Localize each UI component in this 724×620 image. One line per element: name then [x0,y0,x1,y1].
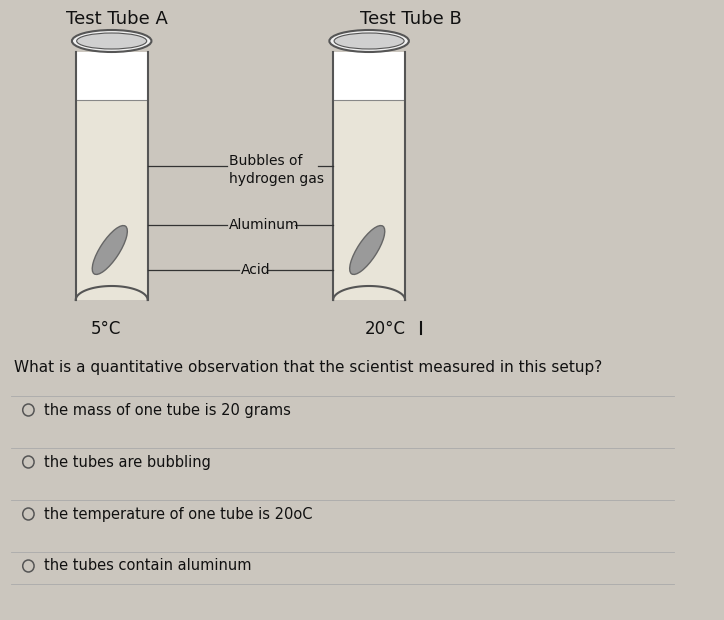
Ellipse shape [72,30,151,52]
Polygon shape [77,100,147,300]
Text: Acid: Acid [240,263,270,277]
Text: the tubes contain aluminum: the tubes contain aluminum [43,559,251,574]
Ellipse shape [334,33,404,49]
Text: Bubbles of
hydrogen gas: Bubbles of hydrogen gas [229,154,324,186]
Text: Aluminum: Aluminum [229,218,300,232]
Polygon shape [333,286,405,300]
Ellipse shape [92,226,127,275]
Text: 5°C: 5°C [90,320,121,338]
Polygon shape [334,100,404,300]
Polygon shape [76,286,148,300]
Text: Test Tube B: Test Tube B [360,10,461,28]
Ellipse shape [77,33,147,49]
Text: the mass of one tube is 20 grams: the mass of one tube is 20 grams [43,402,290,417]
Ellipse shape [329,30,409,52]
Text: What is a quantitative observation that the scientist measured in this setup?: What is a quantitative observation that … [14,360,602,375]
Ellipse shape [350,226,384,275]
Text: the tubes are bubbling: the tubes are bubbling [43,454,211,469]
Text: the temperature of one tube is 20oC: the temperature of one tube is 20oC [43,507,312,521]
Text: 20°C: 20°C [364,320,405,338]
Text: Test Tube A: Test Tube A [67,10,168,28]
Polygon shape [76,52,148,300]
Polygon shape [333,52,405,300]
Polygon shape [334,288,404,300]
Polygon shape [77,288,147,300]
